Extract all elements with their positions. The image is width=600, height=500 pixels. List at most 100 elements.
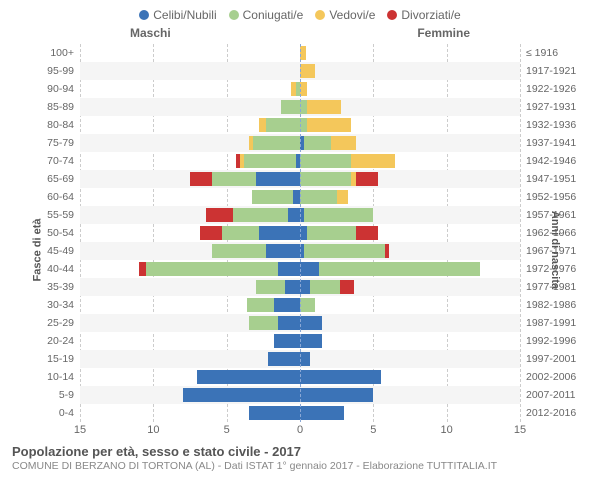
birth-year-label: 1942-1946 <box>520 152 576 170</box>
bar-segment <box>212 172 256 186</box>
age-label: 100+ <box>50 44 80 62</box>
plot-area: 15105051015 100+≤ 191695-991917-192190-9… <box>80 44 520 440</box>
bar-segment <box>247 298 273 312</box>
male-bar <box>80 136 300 150</box>
male-bar <box>80 262 300 276</box>
age-label: 5-9 <box>59 386 80 404</box>
bar-segment <box>300 388 373 402</box>
female-bar <box>300 46 520 60</box>
birth-year-label: 1922-1926 <box>520 80 576 98</box>
bar-segment <box>310 280 339 294</box>
male-bar <box>80 334 300 348</box>
bar-segment <box>307 226 355 240</box>
chart-subtitle: COMUNE DI BERZANO DI TORTONA (AL) - Dati… <box>12 460 588 472</box>
age-label: 90-94 <box>47 80 80 98</box>
bar-segment <box>300 316 322 330</box>
female-bar <box>300 208 520 222</box>
legend-dot <box>229 10 239 20</box>
birth-year-label: 1987-1991 <box>520 314 576 332</box>
bar-segment <box>300 334 322 348</box>
bar-segment <box>319 262 480 276</box>
bar-segment <box>300 190 337 204</box>
birth-year-label: 1932-1936 <box>520 116 576 134</box>
female-bar <box>300 370 520 384</box>
birth-year-label: 1927-1931 <box>520 98 576 116</box>
male-bar <box>80 118 300 132</box>
bar-segment <box>304 244 385 258</box>
male-bar <box>80 226 300 240</box>
age-label: 55-59 <box>47 206 80 224</box>
birth-year-label: 1977-1981 <box>520 278 576 296</box>
male-bar <box>80 208 300 222</box>
female-bar <box>300 334 520 348</box>
male-bar <box>80 298 300 312</box>
male-bar <box>80 280 300 294</box>
bar-segment <box>268 352 300 366</box>
bar-segment <box>300 64 315 78</box>
bar-segment <box>288 208 300 222</box>
bar-segment <box>356 172 378 186</box>
bar-segment <box>212 244 266 258</box>
female-bar <box>300 190 520 204</box>
bar-segment <box>304 208 373 222</box>
birth-year-label: 1982-1986 <box>520 296 576 314</box>
male-bar <box>80 244 300 258</box>
female-bar <box>300 262 520 276</box>
bar-segment <box>300 100 307 114</box>
bar-segment <box>300 298 315 312</box>
bar-segment <box>256 280 285 294</box>
bar-segment <box>351 154 395 168</box>
age-label: 40-44 <box>47 260 80 278</box>
female-bar <box>300 406 520 420</box>
male-bar <box>80 82 300 96</box>
bar-segment <box>307 100 341 114</box>
bar-segment <box>139 262 146 276</box>
female-bar <box>300 100 520 114</box>
age-label: 35-39 <box>47 278 80 296</box>
age-label: 20-24 <box>47 332 80 350</box>
birth-year-label: 1947-1951 <box>520 170 576 188</box>
x-tick-label: 5 <box>370 424 376 436</box>
bar-segment <box>249 316 278 330</box>
bar-segment <box>249 406 300 420</box>
bar-segment <box>304 136 330 150</box>
bar-segment <box>233 208 289 222</box>
legend-item: Vedovi/e <box>315 8 375 22</box>
age-label: 70-74 <box>47 152 80 170</box>
age-label: 15-19 <box>47 350 80 368</box>
bar-segment <box>300 280 310 294</box>
bar-segment <box>278 262 300 276</box>
population-pyramid-chart: Celibi/NubiliConiugati/eVedovi/eDivorzia… <box>0 0 600 500</box>
birth-year-label: 2007-2011 <box>520 386 575 404</box>
bar-segment <box>244 154 295 168</box>
chart-title: Popolazione per età, sesso e stato civil… <box>12 444 588 459</box>
age-label: 60-64 <box>47 188 80 206</box>
bar-segment <box>300 172 351 186</box>
bar-segment <box>222 226 259 240</box>
age-label: 75-79 <box>47 134 80 152</box>
birth-year-label: 2012-2016 <box>520 404 576 422</box>
age-label: 0-4 <box>59 404 80 422</box>
legend-dot <box>387 10 397 20</box>
x-tick-label: 5 <box>224 424 230 436</box>
age-label: 10-14 <box>47 368 80 386</box>
bar-segment <box>300 370 381 384</box>
age-label: 25-29 <box>47 314 80 332</box>
age-label: 95-99 <box>47 62 80 80</box>
bar-segment <box>183 388 300 402</box>
male-bar <box>80 190 300 204</box>
legend-item: Celibi/Nubili <box>139 8 216 22</box>
age-label: 80-84 <box>47 116 80 134</box>
male-bar <box>80 388 300 402</box>
bar-segment <box>300 406 344 420</box>
birth-year-label: 1937-1941 <box>520 134 576 152</box>
bar-segment <box>300 154 351 168</box>
bar-segment <box>206 208 232 222</box>
female-bar <box>300 280 520 294</box>
birth-year-label: 2002-2006 <box>520 368 576 386</box>
x-axis: 15105051015 <box>80 422 520 440</box>
age-label: 30-34 <box>47 296 80 314</box>
male-bar <box>80 406 300 420</box>
bar-segment <box>197 370 300 384</box>
female-bar <box>300 64 520 78</box>
